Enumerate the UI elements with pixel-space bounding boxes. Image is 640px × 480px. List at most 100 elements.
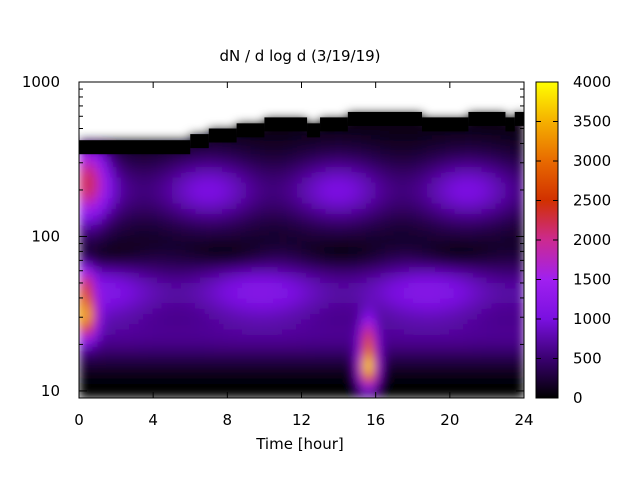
heatmap-cell [250, 192, 256, 199]
heatmap-cell [366, 313, 372, 320]
heatmap-cell [218, 361, 224, 367]
heatmap-cell [505, 319, 511, 325]
heatmap-cell [227, 218, 233, 225]
heatmap-cell [301, 213, 307, 220]
heatmap-cell [454, 303, 460, 310]
heatmap-cell [510, 139, 516, 146]
heatmap-cell [269, 387, 275, 394]
heatmap-cell [514, 155, 520, 162]
heatmap-cell [352, 319, 358, 325]
heatmap-cell [213, 187, 219, 194]
heatmap-cell [486, 355, 493, 362]
heatmap-cell [398, 329, 405, 336]
heatmap-cell [213, 255, 219, 262]
heatmap-cell [208, 150, 215, 157]
heatmap-cell [204, 282, 210, 288]
heatmap-cell [398, 139, 405, 146]
heatmap-cell [333, 139, 340, 146]
heatmap-cell [505, 376, 511, 383]
heatmap-cell [500, 166, 507, 173]
heatmap-cell [347, 271, 354, 278]
heatmap-cell [320, 129, 326, 136]
heatmap-cell [245, 208, 252, 215]
heatmap-cell [199, 255, 205, 262]
heatmap-cell [412, 139, 418, 146]
heatmap-cell [320, 197, 326, 204]
heatmap-cell [389, 150, 395, 157]
heatmap-cell [422, 361, 428, 367]
heatmap-cell [97, 234, 103, 241]
heatmap-cell [454, 319, 460, 325]
heatmap-cell [333, 203, 340, 209]
heatmap-cell [440, 208, 446, 215]
heatmap-cell [403, 171, 409, 178]
heatmap-cell [343, 245, 349, 252]
heatmap-cell [440, 187, 446, 194]
heatmap-cell [445, 134, 451, 141]
heatmap-cell [143, 340, 150, 346]
heatmap-cell [180, 366, 187, 373]
heatmap-cell [222, 350, 228, 357]
heatmap-cell [324, 240, 330, 246]
heatmap-cell [250, 266, 256, 273]
heatmap-cell [102, 245, 108, 252]
heatmap-cell [417, 145, 423, 152]
heatmap-cell [473, 297, 479, 304]
heatmap-cell [134, 187, 140, 194]
heatmap-cell [384, 297, 391, 304]
heatmap-cell [301, 334, 307, 341]
heatmap-cell [310, 350, 317, 357]
heatmap-cell [417, 261, 423, 267]
heatmap-cell [329, 187, 335, 194]
heatmap-cell [357, 303, 363, 310]
heatmap-cell [422, 387, 428, 394]
heatmap-cell [482, 150, 488, 157]
heatmap-cell [269, 282, 275, 288]
heatmap-cell [320, 208, 326, 215]
heatmap-cell [264, 145, 270, 152]
heatmap-cell [389, 166, 395, 173]
heatmap-cell [92, 240, 99, 246]
heatmap-cell [389, 271, 395, 278]
heatmap-cell [371, 161, 377, 167]
heatmap-cell [250, 261, 256, 267]
heatmap-cell [394, 213, 400, 220]
heatmap-cell [255, 292, 261, 299]
heatmap-cell [482, 176, 488, 183]
heatmap-cell [352, 303, 358, 310]
heatmap-cell [454, 334, 460, 341]
heatmap-cell [241, 171, 247, 178]
heatmap-cell [357, 329, 363, 336]
heatmap-cell [449, 345, 456, 352]
heatmap-cell [306, 234, 312, 241]
heatmap-cell [454, 271, 460, 278]
heatmap-cell [459, 355, 465, 362]
heatmap-cell [510, 345, 516, 352]
heatmap-cell [463, 345, 469, 352]
heatmap-cell [514, 176, 520, 183]
heatmap-cell [486, 276, 493, 283]
heatmap-cell [139, 371, 145, 378]
heatmap-cell [194, 387, 201, 394]
heatmap-cell [97, 334, 103, 341]
heatmap-cell [412, 250, 418, 257]
heatmap-cell [143, 182, 150, 188]
heatmap-cell [222, 340, 228, 346]
heatmap-cell [236, 176, 242, 183]
heatmap-cell [116, 319, 122, 325]
heatmap-cell [463, 334, 469, 341]
heatmap-cell [422, 192, 428, 199]
heatmap-cell [236, 334, 242, 341]
heatmap-cell [477, 250, 483, 257]
heatmap-cell [134, 271, 140, 278]
plot-area [79, 82, 524, 398]
heatmap-cell [473, 124, 479, 130]
heatmap-cell [102, 276, 108, 283]
heatmap-cell [213, 345, 219, 352]
heatmap-cell [143, 308, 150, 315]
heatmap-cell [329, 361, 335, 367]
heatmap-cell [398, 340, 405, 346]
heatmap-cell [324, 266, 330, 273]
heatmap-cell [301, 208, 307, 215]
heatmap-cell [366, 218, 372, 225]
